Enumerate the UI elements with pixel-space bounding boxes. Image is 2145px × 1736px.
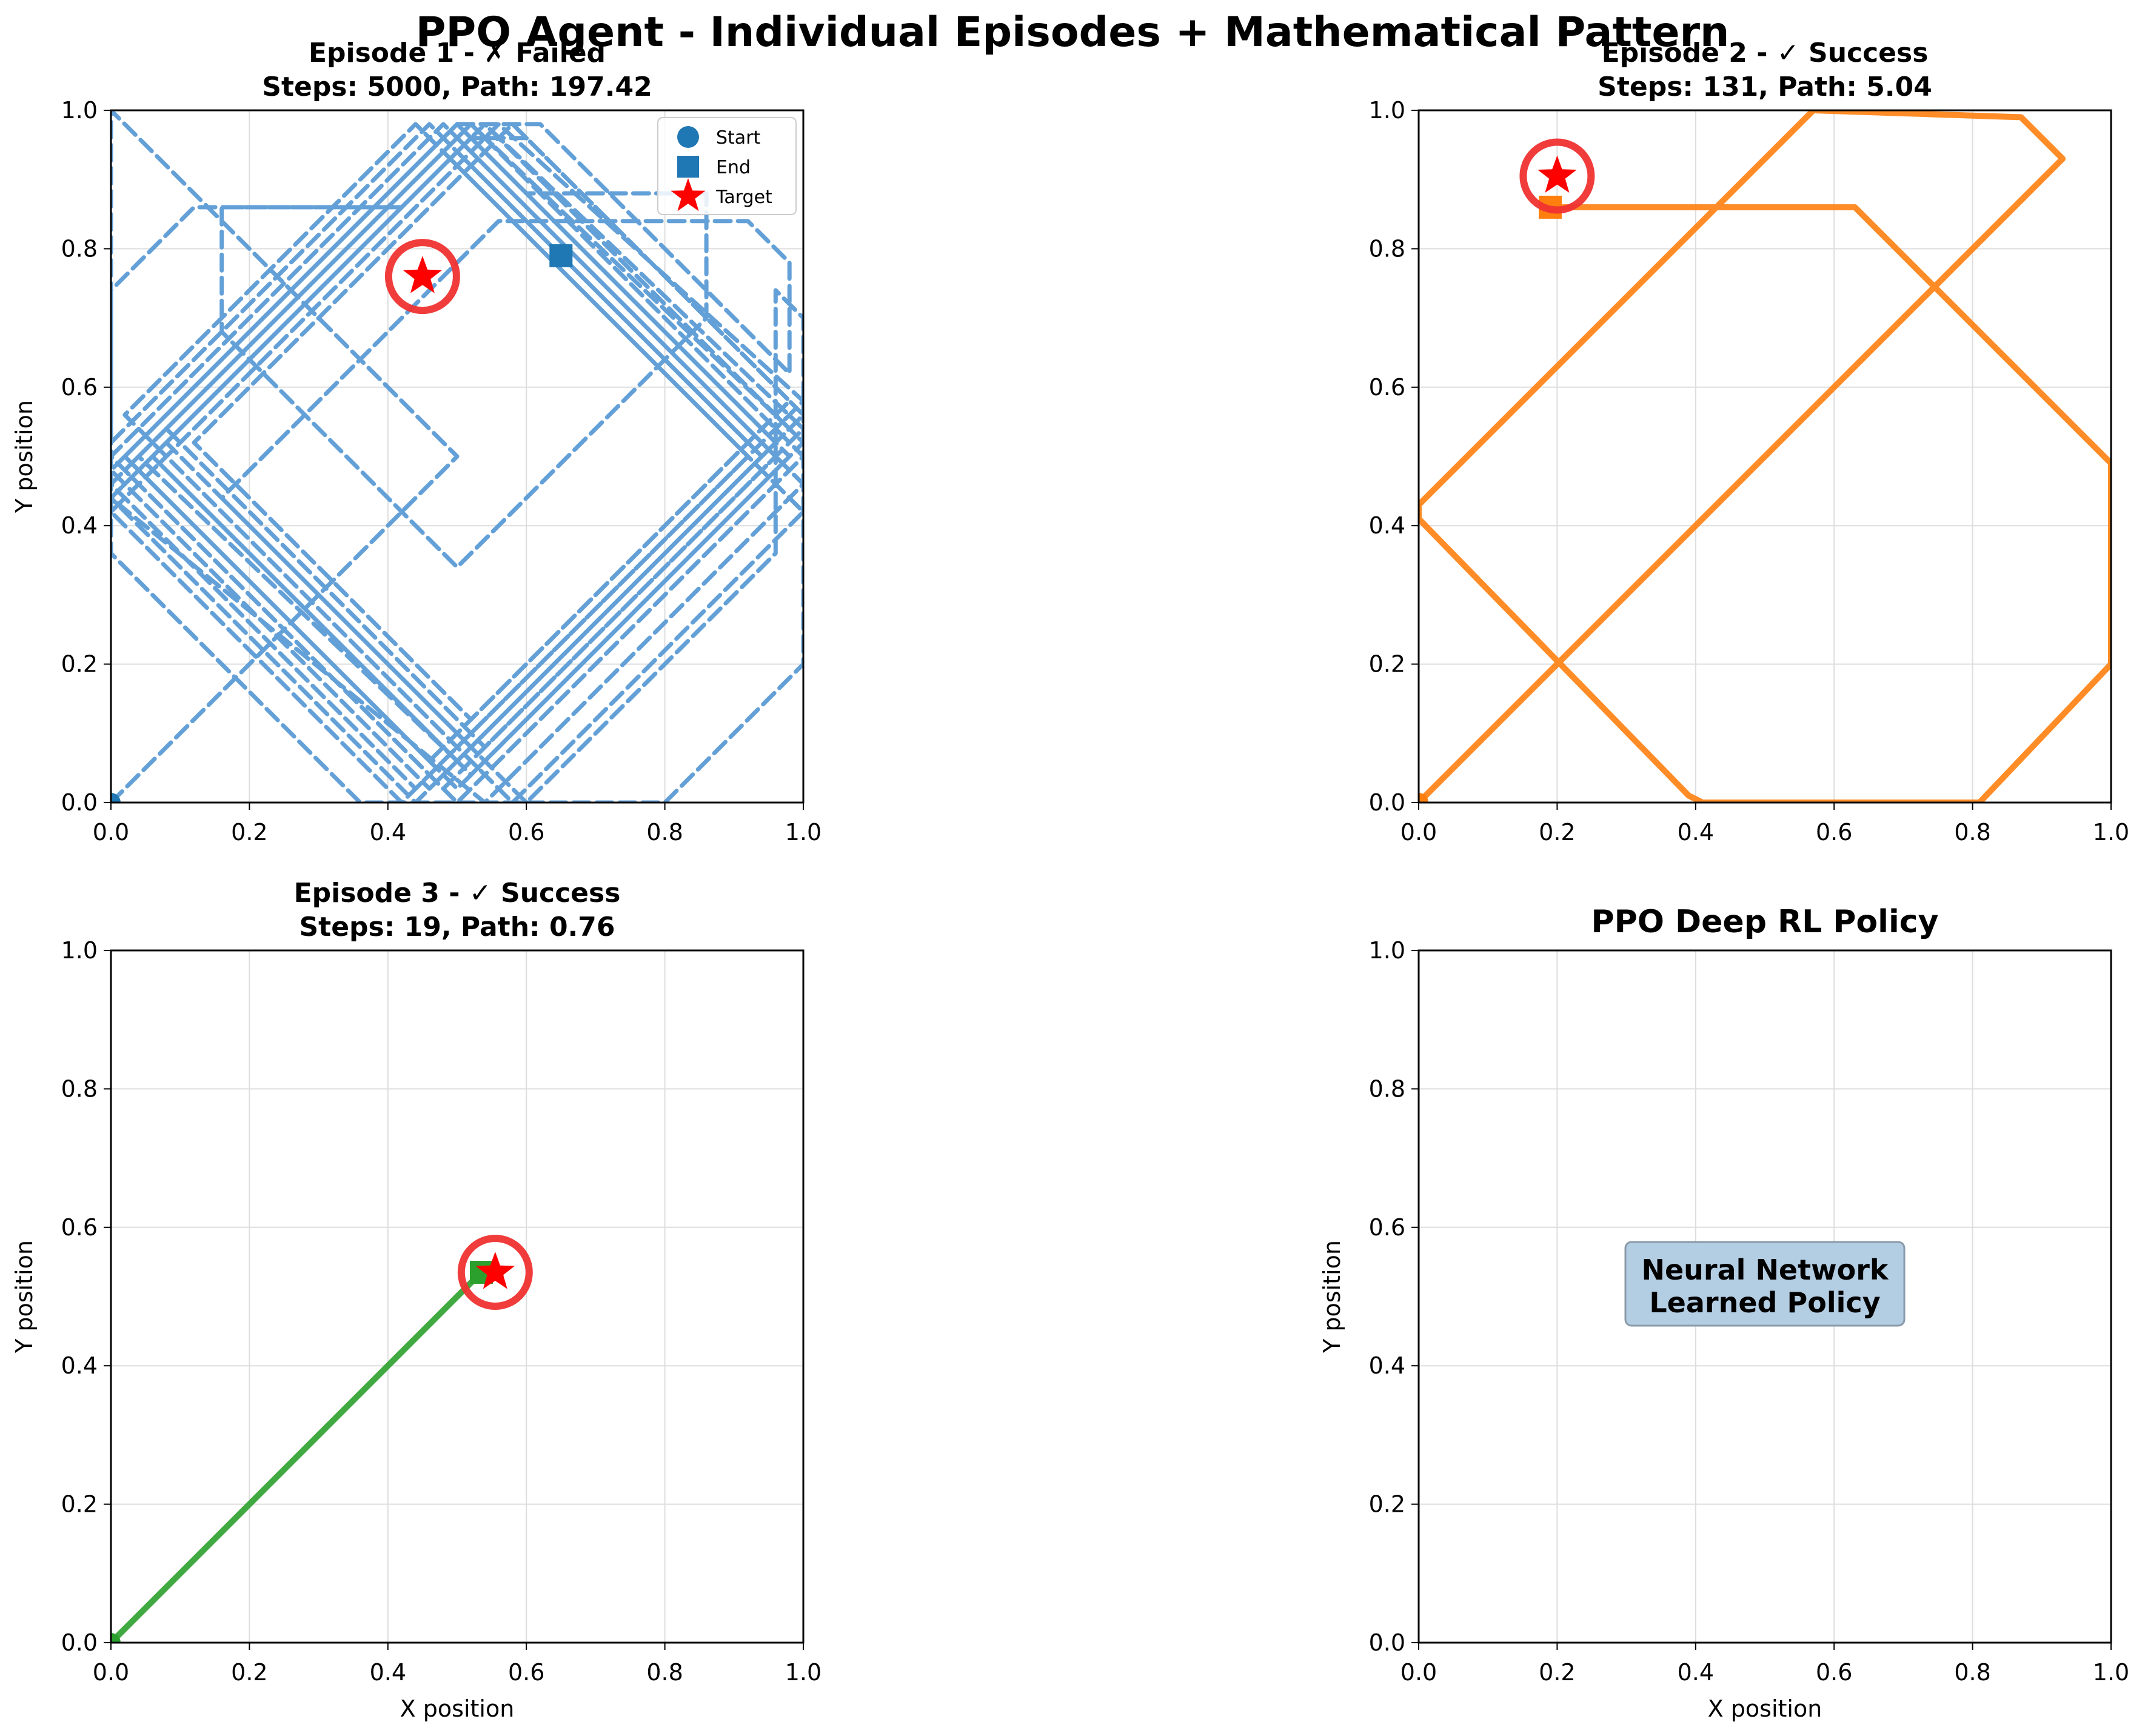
x-tick-label: 1.0 (2093, 819, 2129, 846)
chart-panel-3: 0.0 0.2 0.4 0.6 0.8 1.0 0.0 0.2 0.4 0.6 0.8 1.0 Epis… (11, 878, 822, 1722)
plot-area (111, 110, 803, 803)
plot-area (1419, 110, 2111, 803)
x-tick-label: 0.2 (231, 1659, 267, 1686)
plot-frame (1417, 949, 2112, 1644)
y-tick-label: 0.2 (61, 651, 98, 678)
y-tick-label: 0.4 (61, 512, 98, 539)
y-tick-label: 0.8 (61, 1075, 98, 1102)
x-tick-label: 0.6 (508, 819, 544, 846)
y-tick-label: 0.6 (1369, 374, 1405, 401)
panel-title: Episode 1 - ✗ Failed (309, 38, 606, 68)
x-tick-label: 1.0 (785, 1659, 822, 1686)
y-tick-label: 1.0 (1369, 937, 1405, 964)
legend-label: End (716, 157, 751, 178)
legend-target-marker (671, 178, 706, 212)
legend-end-marker (677, 156, 699, 178)
panel-title: PPO Deep RL Policy (1591, 904, 1938, 940)
x-axis-label: X position (400, 1695, 515, 1722)
y-tick-label: 0.6 (61, 1214, 98, 1241)
x-tick-label: 0.0 (1400, 819, 1437, 846)
legend-start-marker (677, 126, 699, 148)
y-tick-label: 0.2 (1369, 1491, 1405, 1518)
x-tick-label: 0.6 (1816, 819, 1852, 846)
end-marker (549, 244, 573, 267)
x-tick-label: 0.8 (646, 819, 683, 846)
x-tick-label: 0.6 (508, 1659, 544, 1686)
plot-frame (110, 949, 805, 1644)
target-star (1538, 155, 1577, 193)
plot-frame (1417, 109, 2112, 804)
x-tick-label: 0.2 (1539, 819, 1575, 846)
y-tick-label: 1.0 (1369, 97, 1405, 124)
panel-title: Steps: 19, Path: 0.76 (299, 912, 615, 943)
x-tick-label: 0.2 (1539, 1659, 1575, 1686)
panel-title: Episode 3 - ✓ Success (294, 878, 621, 909)
legend-label: Start (716, 127, 761, 149)
y-tick-label: 0.6 (1369, 1214, 1405, 1241)
target-ring (384, 239, 460, 315)
y-tick-label: 0.8 (61, 235, 98, 262)
x-tick-label: 0.8 (1954, 1659, 1990, 1686)
y-tick-label: 0.0 (61, 1629, 98, 1656)
trajectory-line (111, 1269, 484, 1643)
x-tick-label: 0.4 (1678, 819, 1714, 846)
y-axis-label: Y position (1319, 1240, 1345, 1354)
annotation-text: Neural Network (1641, 1254, 1889, 1286)
y-tick-label: 0.2 (61, 1491, 98, 1518)
plot-frame (110, 109, 805, 804)
x-tick-label: 1.0 (2093, 1659, 2129, 1686)
x-tick-label: 0.0 (93, 819, 129, 846)
target-star (475, 1252, 515, 1289)
panel-title: Steps: 5000, Path: 197.42 (262, 72, 652, 102)
y-tick-label: 0.0 (1369, 789, 1405, 816)
x-tick-label: 0.2 (231, 819, 267, 846)
y-axis-label: Y position (11, 400, 38, 513)
y-tick-label: 1.0 (61, 97, 98, 124)
annotation-box (1624, 1241, 1906, 1327)
chart-panel-1: 0.0 0.2 0.4 0.6 0.8 1.0 0.0 0.2 0.4 0.6 0.8 1.0 Epis… (11, 38, 822, 846)
y-tick-label: 0.0 (1369, 1629, 1405, 1656)
x-tick-label: 0.8 (1954, 819, 1990, 846)
y-tick-label: 0.0 (61, 789, 98, 816)
y-tick-label: 0.4 (1369, 1352, 1405, 1379)
chart-panel-4: 0.0 0.2 0.4 0.6 0.8 1.0 0.0 0.2 0.4 0.6 0.8 1.0 Neur… (1319, 904, 2129, 1722)
plot-area (111, 1235, 533, 1643)
figure-title: PPO Agent - Individual Episodes + Mathem… (415, 8, 1730, 56)
y-tick-label: 0.8 (1369, 235, 1405, 262)
target-ring (457, 1235, 533, 1310)
target-star (403, 256, 443, 293)
x-tick-label: 0.4 (1678, 1659, 1714, 1686)
x-tick-label: 0.8 (646, 1659, 683, 1686)
x-axis-label: X position (1708, 1695, 1822, 1722)
annotation-text: Learned Policy (1649, 1286, 1880, 1319)
legend: Start End Target (657, 117, 797, 215)
y-tick-label: 1.0 (61, 937, 98, 964)
y-tick-label: 0.6 (61, 374, 98, 401)
x-tick-label: 1.0 (785, 819, 822, 846)
x-tick-label: 0.4 (370, 819, 406, 846)
y-tick-label: 0.2 (1369, 651, 1405, 678)
x-tick-label: 0.0 (93, 1659, 129, 1686)
trajectory-line (1419, 110, 2111, 803)
legend-label: Target (715, 187, 772, 208)
panel-title: Episode 2 - ✓ Success (1602, 38, 1929, 68)
start-marker (1419, 793, 1428, 803)
y-tick-label: 0.4 (61, 1352, 98, 1379)
panel-title: Steps: 131, Path: 5.04 (1598, 72, 1932, 102)
x-tick-label: 0.6 (1816, 1659, 1852, 1686)
y-tick-label: 0.8 (1369, 1075, 1405, 1102)
x-tick-label: 0.0 (1400, 1659, 1437, 1686)
start-marker (111, 1633, 121, 1643)
target-ring (1519, 138, 1595, 214)
x-tick-label: 0.4 (370, 1659, 406, 1686)
trajectory-line (111, 110, 803, 803)
y-tick-label: 0.4 (1369, 512, 1405, 539)
y-axis-label: Y position (11, 1240, 38, 1354)
start-marker (111, 793, 121, 803)
chart-panel-2: 0.0 0.2 0.4 0.6 0.8 1.0 0.0 0.2 0.4 0.6 0.8 1.0 Epis… (1369, 38, 2130, 846)
